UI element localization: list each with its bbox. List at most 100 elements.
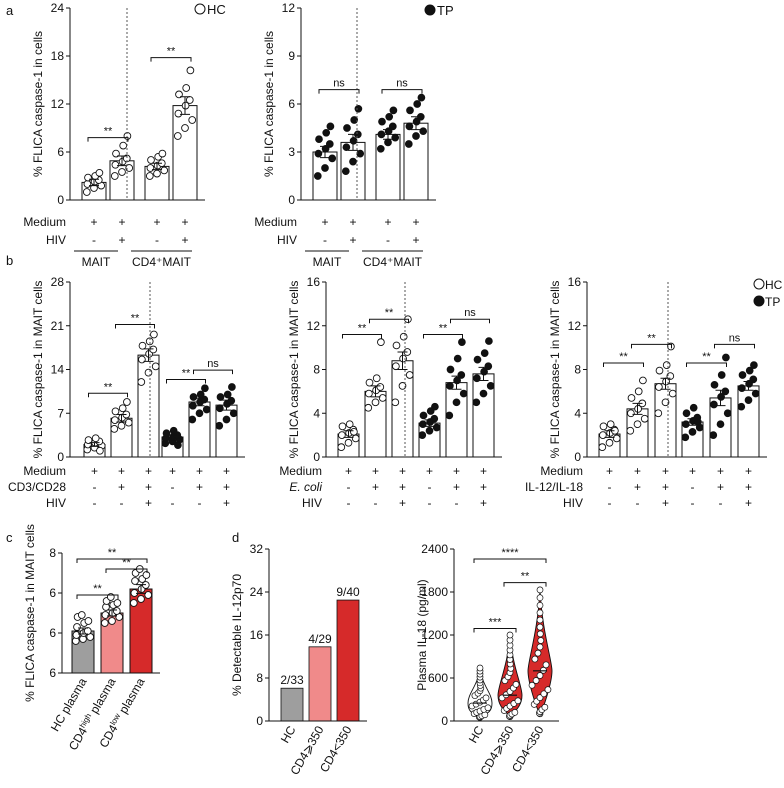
c-ytick-label-1: 6 xyxy=(49,626,56,640)
b2-point-3-6 xyxy=(419,411,428,420)
d2-point-2-25 xyxy=(536,586,544,594)
b3-point-1-3 xyxy=(627,409,635,418)
legend-a-hc: HC xyxy=(194,2,226,17)
a1-ytick-label-2: 12 xyxy=(51,97,65,111)
d2-ytick-label-0: 0 xyxy=(441,714,448,728)
b3-point-2-0 xyxy=(654,409,663,418)
b3-point-4-6 xyxy=(710,380,719,389)
b1-ytick-label-0: 0 xyxy=(57,450,64,464)
d2-point-2-17 xyxy=(536,643,544,651)
b1-row-2-mark-5: + xyxy=(223,496,230,510)
b2-row-0-mark-4: + xyxy=(453,464,460,478)
b1-point-5-2 xyxy=(229,409,238,418)
d2-point-2-4 xyxy=(541,703,549,711)
chart-c: 6 6 6 8 % FLICA caspase-1 in MAIT cells ** ** *… xyxy=(23,524,160,753)
b3-point-2-2 xyxy=(668,389,677,398)
b2-row-2-mark-2: + xyxy=(399,496,406,510)
legend-b-tp-marker xyxy=(753,295,765,307)
b2-point-2-2 xyxy=(405,371,414,379)
b1-point-0-7 xyxy=(91,434,100,443)
a2-point-1-2 xyxy=(356,149,365,158)
b2-sig-bracket-2 xyxy=(423,334,463,339)
d2-point-1-4 xyxy=(511,708,519,716)
d2-category-label-0: HC xyxy=(466,723,487,745)
b1-point-0-6 xyxy=(84,436,93,444)
b3-errorbar-3 xyxy=(687,418,698,426)
b1-row-label-1: CD3/CD28 xyxy=(8,480,66,494)
b1-row-2-mark-3: - xyxy=(171,496,175,510)
legend-b: HC TP xyxy=(753,278,783,309)
b2-point-2-7 xyxy=(399,332,408,341)
a1-point-3-4 xyxy=(181,101,190,110)
b1-errorbar-4 xyxy=(194,397,205,407)
b1-point-1-0 xyxy=(110,425,119,433)
d2-sig-label-1: ** xyxy=(521,571,530,583)
a1-point-3-8 xyxy=(186,66,195,75)
c-errorbar-0 xyxy=(78,627,88,635)
c-point-2-6 xyxy=(131,577,139,585)
d2-point-2-12 xyxy=(536,672,544,679)
b3-row-2-mark-4: - xyxy=(719,496,723,510)
b2-point-0-6 xyxy=(338,422,347,431)
b2-row-2-mark-0: - xyxy=(347,496,351,510)
b3-row-label-2: HIV xyxy=(563,496,583,510)
b2-point-5-2 xyxy=(486,382,495,390)
a2-row-1-mark-0: - xyxy=(323,233,327,247)
c-point-0-8 xyxy=(84,617,93,625)
d2-sig-label-2: **** xyxy=(501,547,519,559)
c-point-0-6 xyxy=(73,623,81,631)
b3-point-4-1 xyxy=(716,420,725,429)
a2-point-1-4 xyxy=(349,136,358,145)
c-point-0-10 xyxy=(77,611,86,619)
b1-sig-bracket-3 xyxy=(193,369,233,375)
b1-sig-label-3: ns xyxy=(207,358,219,370)
d1-data-label-1: 4/29 xyxy=(308,632,332,646)
b1-row-label-0: Medium xyxy=(23,464,66,478)
b3-point-1-7 xyxy=(634,387,643,396)
a2-ytick-label-4: 12 xyxy=(282,1,296,15)
a2-row-1-mark-1: + xyxy=(349,233,356,247)
b3-point-0-1 xyxy=(605,438,614,447)
a1-point-1-3 xyxy=(111,160,120,169)
a2-point-3-3 xyxy=(405,122,414,131)
d2-sig-label-0: *** xyxy=(489,617,503,629)
b2-point-4-1 xyxy=(452,398,461,407)
b2-sig-bracket-1 xyxy=(369,318,409,324)
b1-point-5-0 xyxy=(215,421,224,430)
b1-sig-bracket-1 xyxy=(115,324,155,329)
d2-ytick-label-4: 2400 xyxy=(421,542,448,556)
b2-point-5-8 xyxy=(485,337,493,345)
b3-ytick-label-1: 4 xyxy=(574,406,581,420)
chart-a2: 0 3 6 9 12 % FLICA caspase-1 in cells ns ns Medi… xyxy=(254,1,436,269)
a1-point-0-8 xyxy=(95,168,104,177)
a2-point-3-2 xyxy=(419,127,428,136)
legend-a-tp: TP xyxy=(424,3,454,18)
b3-point-2-7 xyxy=(662,361,671,369)
d2-ytick-label-3: 1800 xyxy=(421,585,448,599)
b3-point-3-3 xyxy=(682,420,690,429)
b3-errorbar-5 xyxy=(743,381,754,391)
b1-row-1-mark-1: + xyxy=(118,480,125,494)
b2-point-5-5 xyxy=(484,362,493,371)
a1-sig-label-0: ** xyxy=(104,126,113,138)
d2-sig-bracket-0 xyxy=(473,628,517,633)
b2-point-3-8 xyxy=(431,402,439,411)
b2-point-5-7 xyxy=(480,349,489,357)
b3-point-2-6 xyxy=(655,366,664,375)
b3-row-1-mark-3: - xyxy=(691,480,695,494)
d1-bar-0 xyxy=(280,687,304,722)
c-errorbar-1 xyxy=(107,609,117,617)
b3-row-1-mark-4: + xyxy=(717,480,724,494)
b2-ytick-label-2: 8 xyxy=(313,363,320,377)
b3-point-3-1 xyxy=(688,427,697,436)
d1-ytick-label-4: 32 xyxy=(250,542,264,556)
b3-point-1-1 xyxy=(633,420,642,429)
d1-ytick-label-0: 0 xyxy=(256,714,263,728)
b2-point-1-8 xyxy=(377,338,385,347)
c-sig-label-1: ** xyxy=(122,557,131,569)
b2-point-0-7 xyxy=(345,420,354,429)
legend-tp-marker xyxy=(424,4,436,16)
a2-point-1-8 xyxy=(354,104,363,113)
b3-sig-bracket-2 xyxy=(686,362,727,367)
